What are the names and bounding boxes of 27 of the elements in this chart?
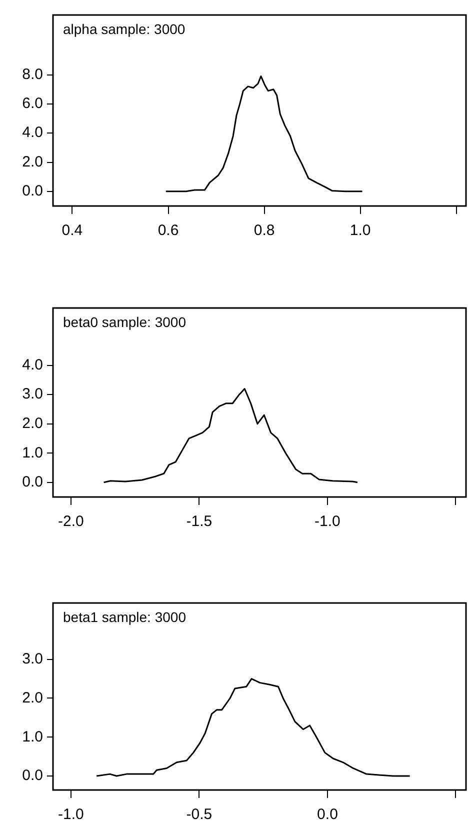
x-tick-label: -0.5 bbox=[186, 806, 212, 824]
y-tick-label: 4.0 bbox=[22, 124, 43, 142]
x-tick-label: 0.0 bbox=[317, 806, 338, 824]
y-tick-label: 0.0 bbox=[22, 767, 43, 784]
y-tick-label: 2.0 bbox=[22, 153, 43, 170]
y-tick-label: 1.0 bbox=[22, 444, 43, 462]
chart-title: alpha sample: 3000 bbox=[63, 20, 186, 37]
x-tick-label: -1.0 bbox=[314, 513, 340, 530]
y-tick-label: 8.0 bbox=[22, 66, 43, 83]
x-tick-label: 0.8 bbox=[254, 222, 275, 240]
chart-title: beta0 sample: 3000 bbox=[63, 314, 186, 330]
chart-title: beta1 sample: 3000 bbox=[63, 608, 186, 625]
y-tick-label: 0.0 bbox=[22, 182, 43, 200]
x-tick-label: -1.0 bbox=[58, 806, 84, 824]
x-tick-label: 0.6 bbox=[158, 222, 179, 240]
x-tick-label: -1.5 bbox=[186, 513, 212, 530]
x-tick-label: 1.0 bbox=[350, 222, 371, 240]
y-tick-label: 6.0 bbox=[22, 95, 43, 112]
y-tick-label: 4.0 bbox=[22, 356, 43, 374]
y-tick-label: 3.0 bbox=[22, 386, 43, 403]
y-tick-label: 3.0 bbox=[22, 650, 43, 668]
x-tick-label: 0.4 bbox=[62, 222, 83, 240]
y-tick-label: 0.0 bbox=[22, 474, 43, 491]
y-tick-label: 2.0 bbox=[22, 689, 43, 706]
y-tick-label: 1.0 bbox=[22, 728, 43, 746]
x-tick-label: -2.0 bbox=[58, 513, 84, 530]
y-tick-label: 2.0 bbox=[22, 415, 43, 432]
